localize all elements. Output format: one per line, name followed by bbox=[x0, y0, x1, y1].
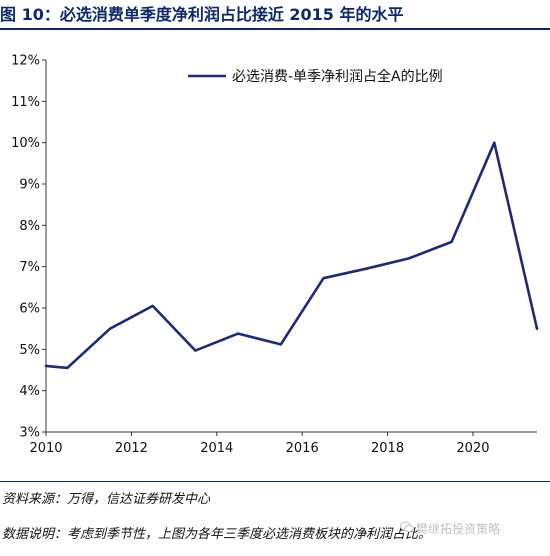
x-tick-label: 2020 bbox=[456, 441, 489, 456]
data-note: 数据说明：考虑到季节性，上图为各年三季度必选消费板块的净利润占比。 bbox=[2, 527, 432, 542]
y-tick-label: 10% bbox=[11, 136, 40, 151]
y-tick-label: 8% bbox=[19, 219, 40, 234]
legend-label: 必选消费-单季净利润占全A的比例 bbox=[232, 68, 443, 85]
y-tick-label: 7% bbox=[19, 260, 40, 275]
y-tick-label: 12% bbox=[11, 54, 40, 69]
x-tick-label: 2010 bbox=[29, 441, 62, 456]
series-line bbox=[44, 141, 539, 370]
y-tick-label: 3% bbox=[19, 426, 40, 441]
x-tick-label: 2016 bbox=[286, 441, 319, 456]
footer-rule bbox=[0, 481, 550, 482]
watermark: 樊继拓投资策略 bbox=[416, 522, 501, 536]
y-tick-label: 5% bbox=[19, 343, 40, 358]
y-tick-label: 6% bbox=[19, 302, 40, 317]
y-tick-label: 4% bbox=[19, 384, 40, 399]
figure-title: 图 10：必选消费单季度净利润占比接近 2015 年的水平 bbox=[0, 5, 404, 24]
title-rule bbox=[0, 28, 550, 30]
x-tick-label: 2014 bbox=[200, 441, 233, 456]
x-tick-label: 2018 bbox=[371, 441, 404, 456]
x-tick-label: 2012 bbox=[115, 441, 148, 456]
line-chart: 3% 4% 5% 6% 7% 8% 9% 10% 11% 12% 2010 2012 2014 2016… bbox=[11, 54, 539, 456]
y-tick-label: 11% bbox=[11, 95, 40, 110]
source-note: 资料来源：万得，信达证券研发中心 bbox=[2, 492, 211, 507]
y-tick-label: 9% bbox=[19, 178, 40, 193]
watermark-chat-icon bbox=[400, 521, 414, 533]
chart-legend: 必选消费-单季净利润占全A的比例 bbox=[188, 68, 443, 85]
